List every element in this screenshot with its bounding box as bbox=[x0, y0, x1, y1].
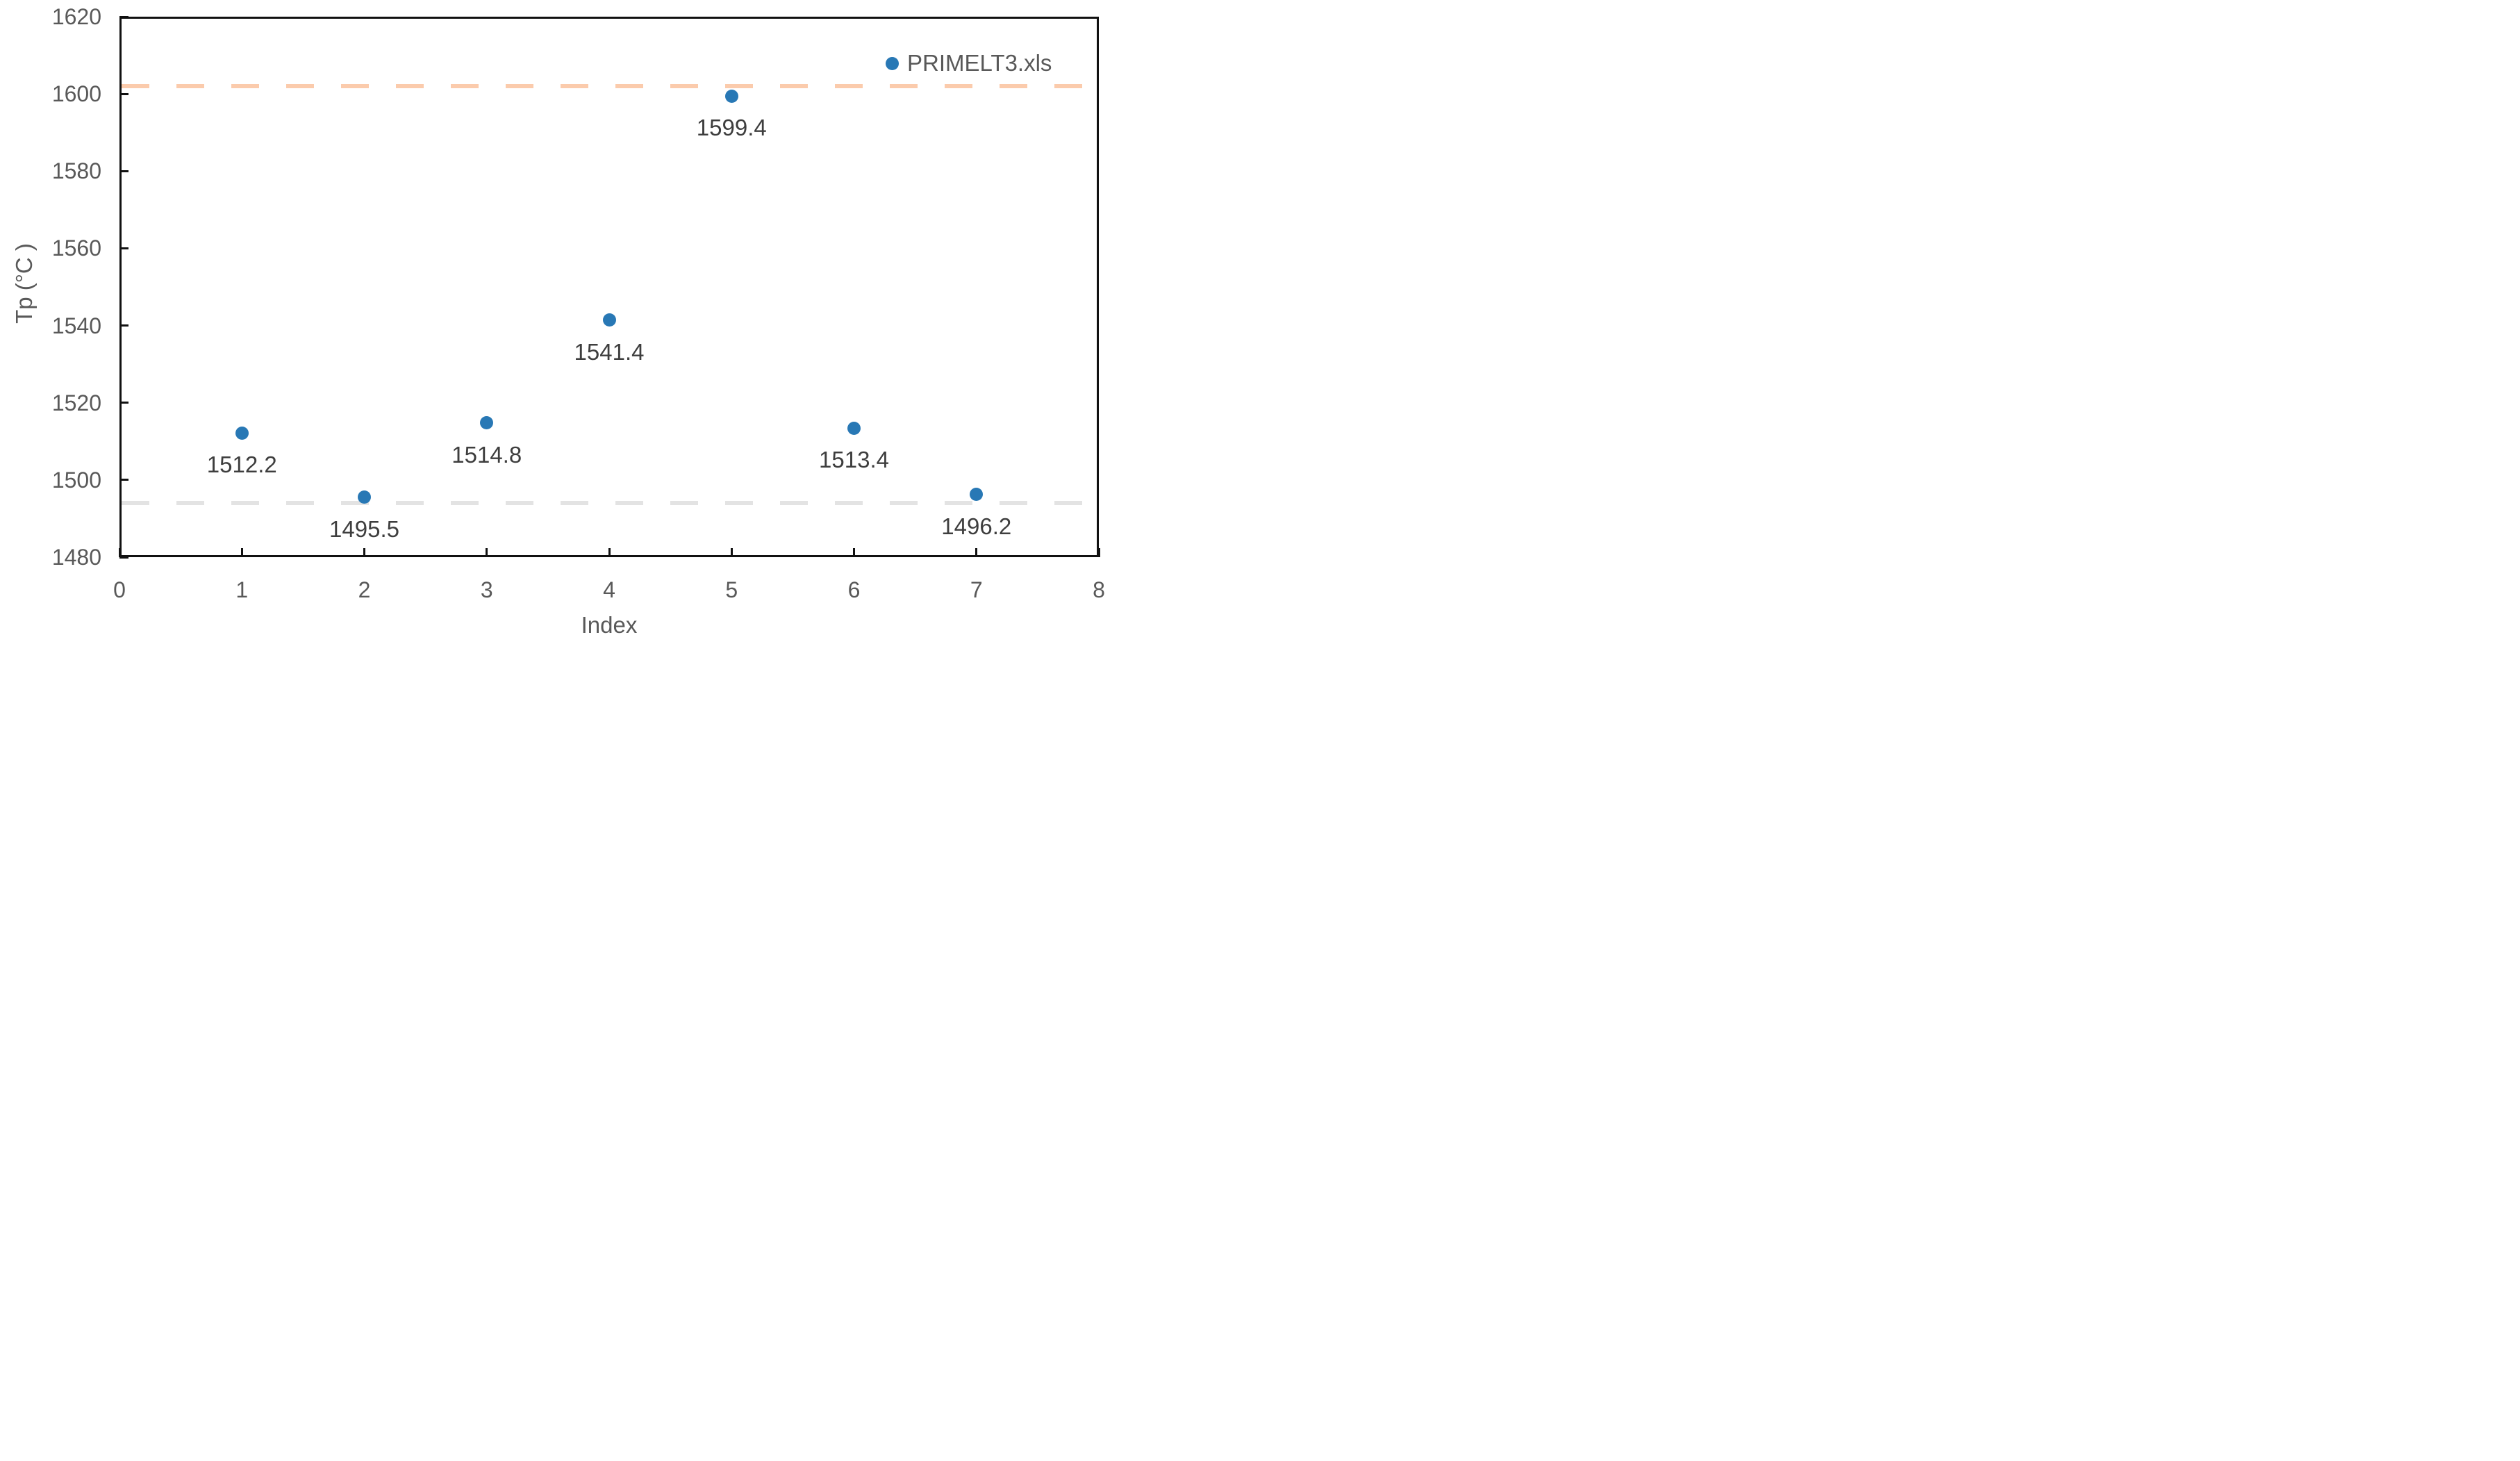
x-tick-label: 4 bbox=[603, 577, 615, 602]
y-axis-tick bbox=[119, 402, 129, 404]
x-axis-tick bbox=[118, 548, 121, 557]
x-axis-tick bbox=[1097, 548, 1100, 557]
data-point bbox=[235, 426, 249, 440]
y-tick-label: 1520 bbox=[51, 390, 101, 415]
data-point-label: 1495.5 bbox=[329, 515, 399, 542]
y-axis-tick bbox=[119, 324, 129, 327]
data-point bbox=[970, 488, 984, 502]
legend: PRIMELT3.xls bbox=[886, 50, 1052, 76]
data-point bbox=[724, 89, 738, 103]
upper-reference-line bbox=[122, 84, 1097, 89]
y-tick-label: 1600 bbox=[51, 81, 101, 107]
x-tick-label: 2 bbox=[358, 577, 371, 602]
x-axis-tick bbox=[240, 548, 243, 557]
legend-label: PRIMELT3.xls bbox=[907, 50, 1052, 76]
y-axis-tick bbox=[119, 556, 129, 559]
data-point-label: 1599.4 bbox=[696, 115, 767, 141]
data-point-label: 1513.4 bbox=[819, 447, 889, 473]
y-tick-label: 1560 bbox=[51, 236, 101, 261]
y-tick-label: 1480 bbox=[51, 545, 101, 570]
lower-reference-line bbox=[122, 501, 1097, 506]
x-tick-label: 5 bbox=[725, 577, 738, 602]
data-point-label: 1514.8 bbox=[451, 441, 522, 468]
x-axis-tick bbox=[853, 548, 855, 557]
scatter-chart: Index Tp (°C ) PRIMELT3.xls 1480 1500 1520… bbox=[0, 0, 1111, 644]
y-tick-label: 1540 bbox=[51, 313, 101, 338]
x-axis-tick bbox=[730, 548, 733, 557]
x-tick-label: 6 bbox=[847, 577, 861, 602]
data-point-label: 1512.2 bbox=[206, 452, 277, 478]
x-axis-tick bbox=[608, 548, 611, 557]
data-point-label: 1541.4 bbox=[574, 338, 645, 365]
y-tick-label: 1580 bbox=[51, 158, 101, 184]
data-point bbox=[480, 416, 494, 430]
x-tick-label: 1 bbox=[235, 577, 249, 602]
x-axis-title: Index bbox=[581, 612, 638, 638]
data-point-label: 1496.2 bbox=[941, 513, 1012, 539]
data-point bbox=[847, 421, 861, 435]
y-axis-tick bbox=[119, 92, 129, 95]
x-axis-tick bbox=[486, 548, 488, 557]
x-tick-label: 7 bbox=[970, 577, 983, 602]
y-axis-tick bbox=[119, 15, 129, 18]
x-axis-tick bbox=[975, 548, 978, 557]
y-tick-label: 1620 bbox=[51, 4, 101, 29]
data-point bbox=[602, 313, 616, 327]
data-point bbox=[358, 490, 371, 504]
y-tick-label: 1500 bbox=[51, 467, 101, 493]
x-tick-label: 8 bbox=[1093, 577, 1105, 602]
y-axis-tick bbox=[119, 170, 129, 172]
x-tick-label: 3 bbox=[480, 577, 493, 602]
legend-marker-icon bbox=[886, 56, 899, 70]
y-axis-tick bbox=[119, 479, 129, 481]
x-axis-tick bbox=[363, 548, 365, 557]
y-axis-tick bbox=[119, 247, 129, 249]
x-tick-label: 0 bbox=[113, 577, 126, 602]
